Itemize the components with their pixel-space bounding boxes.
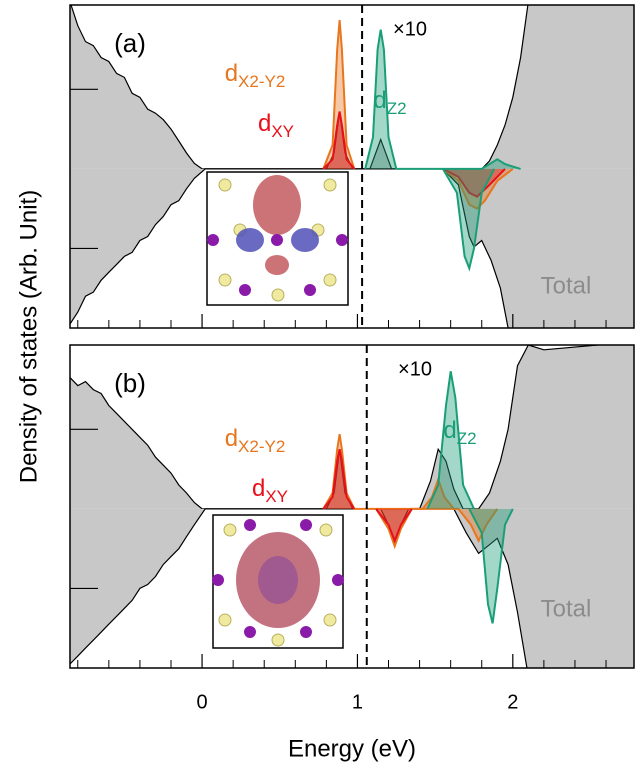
- annotation: ×10: [393, 18, 427, 40]
- chart: dX2-Y2dXYdZ2(a)×10TotalDensity of states…: [0, 0, 635, 773]
- series-label-sub: Z2: [387, 99, 407, 118]
- x-axis-title: Energy (eV): [288, 735, 416, 762]
- panel-label: (a): [114, 28, 146, 58]
- area-fill: [70, 342, 634, 509]
- series-label-sub: X2-Y2: [238, 72, 285, 91]
- series-label: dXY: [252, 475, 288, 506]
- panel: [70, 0, 634, 376]
- x-tick-label: 0: [197, 691, 208, 713]
- series-label-sub: XY: [265, 487, 288, 506]
- page: dX2-Y2dXYdZ2(a)×10TotalDensity of states…: [0, 0, 635, 773]
- total-label: Total: [541, 272, 592, 299]
- series-label: dXY: [258, 110, 294, 141]
- series-label: dX2-Y2: [225, 425, 286, 456]
- series-label-sub: Z2: [457, 429, 477, 448]
- x-tick-label: 2: [507, 691, 518, 713]
- series-label-main: d: [225, 60, 238, 87]
- panel: [70, 342, 634, 716]
- series-label-sub: XY: [271, 122, 294, 141]
- inset-structure: [212, 515, 344, 648]
- series-label-main: d: [373, 87, 386, 114]
- series-label-sub: X2-Y2: [238, 437, 285, 456]
- series-label: dX2-Y2: [225, 60, 286, 91]
- series-label: dZ2: [373, 87, 406, 118]
- area-fill: [70, 0, 634, 169]
- x-tick-label: 1: [352, 691, 363, 713]
- series-label-main: d: [252, 475, 265, 502]
- panel-label: (b): [114, 368, 146, 398]
- series-label-main: d: [258, 110, 271, 137]
- area-fill: [376, 509, 412, 541]
- series-label: dZ2: [443, 417, 476, 448]
- annotation: ×10: [398, 358, 432, 380]
- total-label: Total: [541, 595, 592, 622]
- series-label-main: d: [225, 425, 238, 452]
- y-axis-title: Density of states (Arb. Unit): [15, 190, 42, 483]
- series-label-main: d: [443, 417, 456, 444]
- inset-structure: [207, 172, 348, 305]
